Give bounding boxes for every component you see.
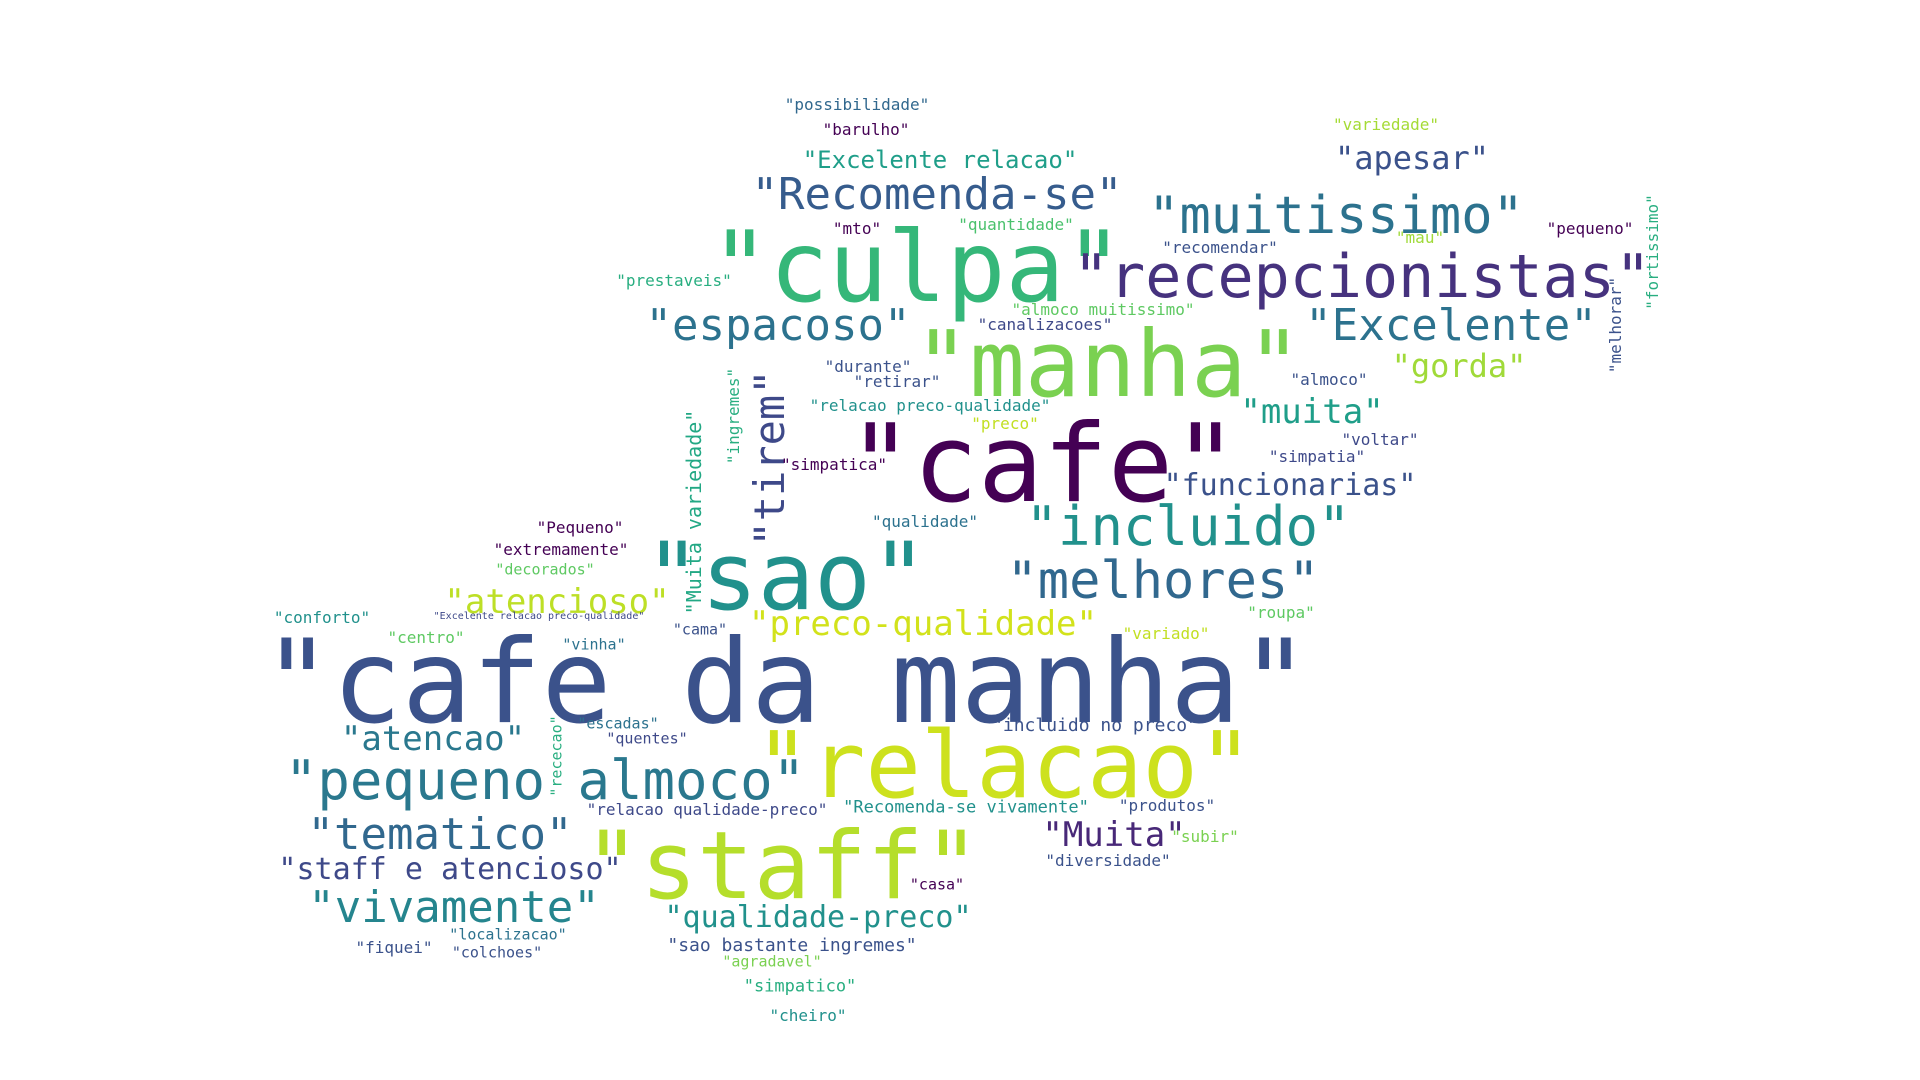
word: "escadas": [577, 714, 659, 733]
word: "staff e atencioso": [278, 852, 622, 887]
word: "preco": [971, 414, 1039, 433]
word: "variedade": [1333, 115, 1439, 134]
word: "muita": [1240, 392, 1384, 432]
word: "Excelente relacao": [802, 146, 1078, 174]
word: "simpatica": [781, 455, 887, 474]
word: "gorda": [1391, 347, 1527, 385]
word: "canalizacoes": [977, 315, 1113, 334]
word: "localizacao": [449, 925, 567, 944]
word: "qualidade-preco": [664, 900, 972, 935]
word: "almoco muitissimo": [1011, 300, 1195, 319]
word: "simpatia": [1268, 447, 1366, 466]
word: "cafe": [847, 402, 1239, 527]
word: "prestaveis": [616, 271, 732, 290]
word: "recepcionistas": [1073, 242, 1651, 312]
word: "produtos": [1118, 796, 1216, 815]
word: "quantidade": [958, 215, 1074, 234]
word: "sao bastante ingremes": [667, 935, 917, 956]
word: "mto": [832, 219, 882, 238]
word: "retirar": [853, 372, 941, 391]
word: "Excelente relacao preco-qualidade": [433, 611, 645, 622]
word: "qualidade": [872, 512, 978, 531]
word: "pequeno": [1546, 219, 1634, 238]
word: "rececao": [547, 715, 566, 797]
word: "melhorar": [1606, 276, 1625, 374]
word: "Recomenda-se": [751, 169, 1123, 220]
word: "culpa": [710, 211, 1124, 325]
word: "cafe da manha": [262, 615, 1310, 750]
word: "vivamente": [308, 882, 600, 933]
word: "staff": [583, 812, 981, 921]
word: "relacao": [754, 712, 1254, 819]
word: "muitissimo": [1148, 186, 1524, 246]
word: "variado": [1122, 624, 1210, 643]
word: "barulho": [822, 120, 910, 139]
word: "melhores": [1006, 551, 1320, 611]
word: "extremamente": [493, 540, 629, 559]
word: "casa": [909, 875, 965, 894]
word: "quentes": [606, 729, 688, 748]
word: "cama": [672, 620, 728, 639]
word: "recomendar": [1162, 238, 1278, 257]
word: "vinha": [562, 635, 626, 654]
word: "fiquei": [355, 938, 433, 957]
word: "pequeno almoco": [284, 749, 806, 812]
word: "incluido": [1025, 495, 1351, 558]
word: "fortissimo": [1643, 194, 1662, 310]
word: "Pequeno": [536, 518, 624, 537]
word: "voltar": [1341, 430, 1419, 449]
word: "espacoso": [645, 300, 911, 351]
word: "ingremes": [724, 367, 743, 465]
word: "sao": [644, 523, 928, 632]
word: "Recomenda-se vivamente": [843, 797, 1089, 818]
word: "atencao": [340, 719, 526, 759]
word: "durante": [824, 357, 912, 376]
word: "manha": [914, 311, 1302, 418]
word: "conforto": [273, 608, 371, 627]
word: "incluido no preco": [992, 715, 1198, 736]
word: "apesar": [1334, 139, 1490, 177]
word: "diversidade": [1045, 851, 1171, 870]
word: "Excelente": [1305, 300, 1597, 351]
word: "agradavel": [722, 952, 822, 971]
word: "Muita": [1042, 815, 1186, 855]
word: "roupa": [1247, 603, 1315, 622]
word: "mau": [1395, 228, 1445, 247]
word: "relacao preco-qualidade": [809, 396, 1051, 415]
word: "atencioso": [444, 582, 670, 622]
word: "almoco": [1290, 370, 1368, 389]
word: "preco-qualidade": [749, 604, 1097, 644]
word: "centro": [387, 628, 465, 647]
word: "relacao qualidade-preco": [586, 800, 828, 819]
word: "simpatico": [743, 976, 857, 997]
word: "decorados": [495, 560, 595, 579]
word: "tematico": [307, 809, 573, 860]
word: "funcionarias": [1163, 468, 1417, 503]
word: "subir": [1171, 827, 1239, 846]
word: "cheiro": [769, 1006, 847, 1025]
word: "Muita variedade": [682, 409, 706, 615]
word: "possibilidade": [784, 95, 930, 114]
word: "colchoes": [451, 943, 543, 962]
